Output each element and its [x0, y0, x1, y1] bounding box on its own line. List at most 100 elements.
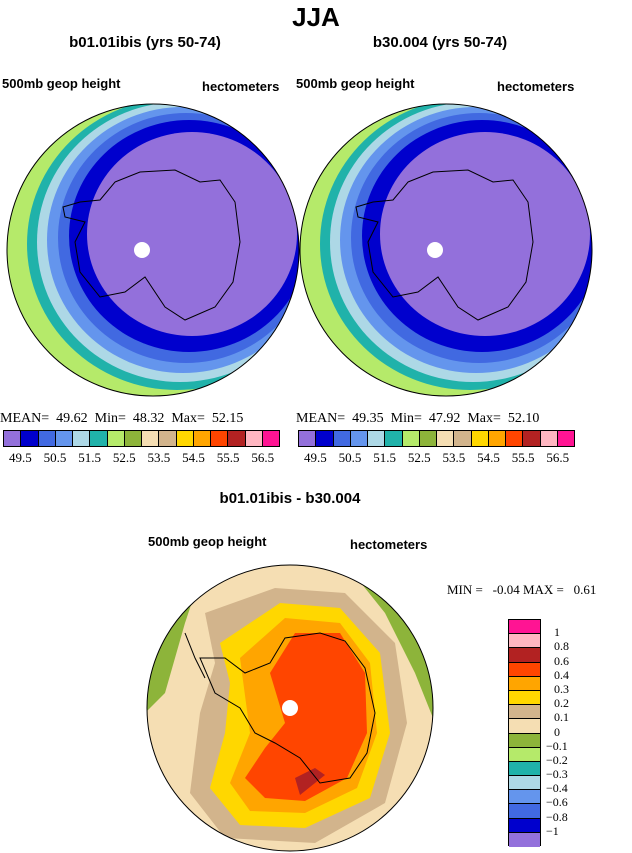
difference-minmax: MIN = -0.04 MAX = 0.61 [447, 582, 597, 597]
panel1-colorbar-labels: 49.5 50.5 51.5 52.5 53.5 54.5 55.5 56.5 [3, 450, 280, 466]
colorbar-tick-label: 51.5 [78, 450, 101, 465]
colorbar-tick-label: 49.5 [303, 450, 327, 465]
colorbar-tick-label: −0.3 [546, 767, 568, 782]
colorbar-tick-label: 53.5 [147, 450, 171, 465]
colorbar-swatch [509, 776, 540, 791]
colorbar-swatch [159, 431, 177, 446]
colorbar-tick-label: 50.5 [43, 450, 67, 465]
colorbar-swatch [523, 431, 541, 446]
colorbar-swatch [228, 431, 246, 446]
colorbar-swatch [38, 431, 56, 446]
colorbar-swatch [333, 431, 351, 446]
colorbar-swatch [506, 431, 524, 446]
colorbar-swatch [316, 431, 334, 446]
colorbar-tick-label: 50.5 [338, 450, 362, 465]
colorbar-swatch [21, 431, 39, 446]
colorbar-swatch [509, 719, 540, 734]
colorbar-tick-label: −0.1 [546, 738, 568, 753]
colorbar-swatch [509, 676, 540, 691]
colorbar-tick-label: 52.5 [407, 450, 431, 465]
panel1-units-label: hectometers [202, 79, 280, 94]
page-title: JJA [292, 2, 340, 32]
colorbar-tick-label: 53.5 [442, 450, 466, 465]
panel2-title: b30.004 (yrs 50-74) [372, 34, 508, 51]
colorbar-swatch [299, 431, 317, 446]
colorbar-tick-label: −0.2 [546, 752, 568, 767]
colorbar-swatch [368, 431, 386, 446]
colorbar-swatch [193, 431, 211, 446]
colorbar-tick-label: 51.5 [373, 450, 396, 465]
difference-title: b01.01ibis - b30.004 [219, 490, 361, 507]
difference-colorbar [508, 619, 541, 847]
colorbar-swatch [509, 733, 540, 748]
colorbar-swatch [419, 431, 437, 446]
colorbar-tick-label: 49.5 [8, 450, 32, 465]
colorbar-swatch [454, 431, 472, 446]
panel2-field-label: 500mb geop height [296, 76, 415, 91]
colorbar-tick-label: −0.8 [546, 809, 568, 824]
colorbar-swatch [245, 431, 263, 446]
colorbar-tick-label: 54.5 [182, 450, 205, 465]
panel2-colorbar [298, 430, 575, 447]
colorbar-swatch [509, 804, 540, 819]
colorbar-tick-label: −1 [546, 823, 559, 838]
colorbar-swatch [509, 690, 540, 706]
panel2-colorbar-labels: 49.5 50.5 51.5 52.5 53.5 54.5 55.5 56.5 [298, 450, 575, 466]
panel1-colorbar [3, 430, 280, 447]
colorbar-tick-label: 0.6 [554, 653, 569, 668]
colorbar-swatch [557, 431, 574, 446]
colorbar-swatch [55, 431, 73, 446]
colorbar-tick-label: 1 [554, 625, 560, 640]
difference-field-label: 500mb geop height [148, 534, 267, 549]
colorbar-tick-label: 0 [554, 724, 560, 739]
colorbar-swatch [402, 431, 420, 446]
colorbar-swatch [107, 431, 125, 446]
colorbar-swatch [509, 620, 540, 635]
colorbar-swatch [211, 431, 229, 446]
panel1-stats: MEAN= 49.62 Min= 48.32 Max= 52.15 [0, 411, 244, 426]
colorbar-tick-label: 56.5 [546, 450, 570, 465]
panel2-units-label: hectometers [497, 79, 575, 94]
colorbar-swatch [73, 431, 91, 446]
colorbar-swatch [262, 431, 279, 446]
colorbar-swatch [509, 662, 540, 677]
colorbar-swatch [90, 431, 108, 446]
colorbar-tick-label: 0.1 [554, 710, 569, 725]
colorbar-tick-label: −0.4 [546, 781, 568, 796]
panel2-polar-map [299, 103, 593, 397]
difference-colorbar-labels: 1 0.8 0.6 0.4 0.3 0.2 0.1 0 −0.1 −0.2 −0.3 −0.4 −0.6… [546, 619, 606, 846]
panel1-polar-map [6, 103, 300, 397]
colorbar-tick-label: 55.5 [511, 450, 535, 465]
colorbar-swatch [471, 431, 489, 446]
colorbar-swatch [509, 747, 540, 762]
colorbar-tick-label: 56.5 [251, 450, 275, 465]
colorbar-tick-label: 0.4 [554, 667, 569, 682]
colorbar-swatch [509, 634, 540, 649]
colorbar-tick-label: 0.8 [554, 639, 569, 654]
panel1-field-label: 500mb geop height [2, 76, 121, 91]
colorbar-tick-label: 55.5 [216, 450, 240, 465]
colorbar-swatch [509, 705, 540, 720]
colorbar-swatch [509, 790, 540, 805]
colorbar-swatch [509, 818, 540, 833]
colorbar-swatch [385, 431, 403, 446]
colorbar-swatch [488, 431, 506, 446]
colorbar-swatch [509, 648, 540, 663]
colorbar-swatch [142, 431, 160, 446]
colorbar-tick-label: −0.6 [546, 795, 568, 810]
colorbar-swatch [509, 832, 540, 847]
colorbar-swatch [176, 431, 194, 446]
colorbar-tick-label: 0.2 [554, 696, 569, 711]
colorbar-swatch [437, 431, 455, 446]
colorbar-tick-label: 54.5 [477, 450, 500, 465]
panel2-stats: MEAN= 49.35 Min= 47.92 Max= 52.10 [296, 411, 540, 426]
colorbar-tick-label: 0.3 [554, 681, 569, 696]
colorbar-swatch [4, 431, 22, 446]
difference-polar-map [146, 564, 434, 852]
difference-units-label: hectometers [350, 537, 428, 552]
colorbar-swatch [509, 761, 540, 777]
panel1-title: b01.01ibis (yrs 50-74) [69, 34, 221, 51]
colorbar-swatch [350, 431, 368, 446]
colorbar-swatch [540, 431, 558, 446]
colorbar-swatch [124, 431, 142, 446]
